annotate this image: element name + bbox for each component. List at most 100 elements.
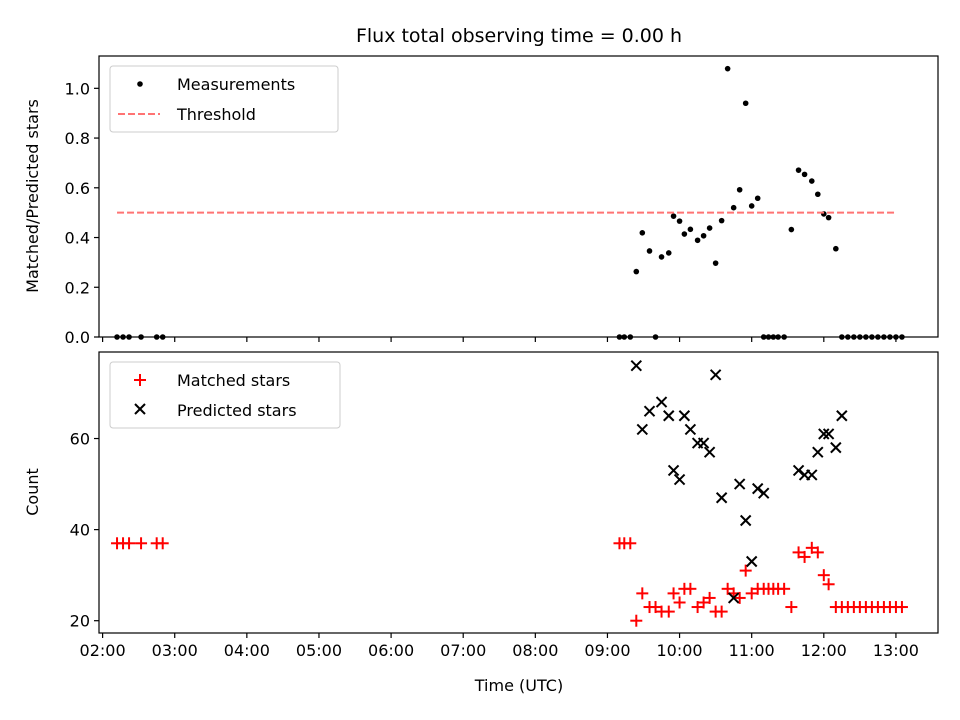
legend-marker-matched — [134, 374, 146, 386]
count-axes-frame — [98, 351, 939, 634]
measurements-point — [712, 260, 719, 266]
x-tick-label: 02:00 — [80, 641, 126, 660]
predicted-stars-point — [830, 441, 842, 454]
predicted-stars-point — [697, 437, 710, 449]
measurements-point — [718, 217, 725, 224]
measurements-point — [670, 213, 677, 219]
predicted-stars-point — [822, 428, 835, 440]
x-tick-label: 09:00 — [584, 641, 630, 660]
ratio-legend: Measurements Threshold — [109, 65, 339, 133]
x-tick-label: 10:00 — [657, 641, 703, 660]
legend-label-matched: Matched stars — [177, 371, 290, 390]
count-y-tick-label: 60 — [70, 430, 90, 449]
predicted-stars-point — [667, 464, 680, 477]
matched-stars-point — [811, 546, 824, 559]
measurements-point — [814, 191, 821, 198]
x-tick-label: 05:00 — [296, 641, 342, 660]
predicted-stars-point — [739, 514, 752, 527]
ratio-legend-frame — [109, 65, 339, 133]
matched-stars-point — [649, 601, 662, 614]
predicted-stars-point — [806, 469, 818, 481]
count-panel: 02:00 03:00 04:00 05:00 06:00 07:00 08:00 09:00… — [70, 351, 939, 660]
measurements-point — [801, 171, 808, 178]
ratio-y-tick-label: 0.8 — [65, 129, 90, 148]
ratio-axes-frame — [98, 55, 939, 338]
measurements-point — [681, 231, 688, 237]
predicted-stars-point — [655, 396, 668, 408]
x-tick-label: 04:00 — [224, 641, 270, 660]
ratio-panel: 0.0 0.2 0.4 0.6 0.8 1.0 — [65, 55, 939, 347]
matched-stars-point — [715, 605, 728, 618]
predicted-stars-point — [745, 555, 758, 568]
matched-stars-point — [778, 582, 791, 595]
predicted-stars-point — [678, 410, 691, 422]
predicted-stars-point — [663, 410, 675, 422]
measurements-point — [694, 237, 701, 244]
legend-label-predicted: Predicted stars — [177, 401, 297, 420]
measurements-point — [665, 250, 672, 256]
predicted-stars-point — [709, 369, 722, 381]
x-tick-label: 08:00 — [512, 641, 558, 660]
matched-stars-point — [745, 587, 758, 600]
ratio-y-tick-label: 0.2 — [65, 278, 90, 297]
legend-label-threshold: Threshold — [176, 105, 256, 124]
matched-stars-point — [703, 591, 716, 604]
matched-stars-point — [798, 550, 811, 563]
legend-marker-predicted — [134, 403, 146, 415]
x-tick-label: 03:00 — [152, 641, 198, 660]
y-axis-label-bottom: Count — [23, 468, 42, 516]
measurements-point — [730, 204, 737, 211]
measurements-point — [706, 225, 713, 231]
measurements-point — [687, 226, 694, 233]
measurements-point — [724, 65, 731, 72]
predicted-stars-point — [684, 423, 697, 436]
measurements-point — [676, 218, 683, 224]
predicted-stars-point — [636, 423, 649, 436]
measurements-point — [742, 100, 749, 107]
x-tick-label: 06:00 — [368, 641, 414, 660]
matched-stars-point — [895, 601, 908, 614]
predicted-stars-point — [643, 405, 656, 417]
predicted-stars-point — [751, 482, 764, 495]
measurements-point — [808, 178, 815, 184]
predicted-stars-point — [703, 446, 716, 458]
x-tick-label: 13:00 — [873, 641, 919, 660]
legend-marker-measurements — [137, 81, 143, 87]
matched-stars-point — [721, 582, 734, 595]
matched-stars-point — [822, 578, 835, 591]
measurements-point — [825, 214, 832, 221]
ratio-y-tick-label: 0.0 — [65, 328, 90, 347]
matched-stars-point — [630, 614, 643, 627]
count-legend: Matched stars Predicted stars — [109, 361, 341, 429]
y-axis-label-top: Matched/Predicted stars — [23, 99, 42, 293]
matched-stars-point — [697, 596, 710, 609]
count-legend-frame — [109, 361, 341, 429]
measurements-point — [658, 254, 665, 260]
ratio-y-tick-label: 0.4 — [65, 229, 90, 248]
predicted-stars-point — [836, 410, 848, 422]
matched-stars-point — [636, 587, 649, 600]
chart-title: Flux total observing time = 0.00 h — [356, 25, 682, 47]
matched-stars-point — [673, 596, 686, 609]
predicted-stars-point — [715, 492, 728, 504]
predicted-stars-point — [733, 478, 746, 490]
x-tick-label: 07:00 — [440, 641, 486, 660]
matched-stars-point — [135, 537, 148, 550]
matched-stars-point — [684, 582, 697, 595]
matched-stars-point — [805, 541, 818, 554]
count-y-tick-label: 40 — [70, 521, 90, 540]
measurements-point — [700, 232, 707, 239]
matched-stars-point — [156, 537, 169, 550]
matched-stars-point — [792, 546, 805, 559]
matched-stars-point — [785, 601, 798, 614]
matched-stars-point — [667, 587, 680, 600]
ratio-y-tick-label: 0.6 — [65, 179, 90, 198]
measurements-point — [633, 268, 640, 275]
count-y-tick-label: 20 — [70, 612, 90, 631]
measurements-point — [795, 167, 802, 173]
measurements-point — [646, 248, 653, 254]
x-tick-label: 12:00 — [801, 641, 847, 660]
measurements-point — [788, 226, 795, 233]
matched-stars-point — [662, 605, 675, 618]
